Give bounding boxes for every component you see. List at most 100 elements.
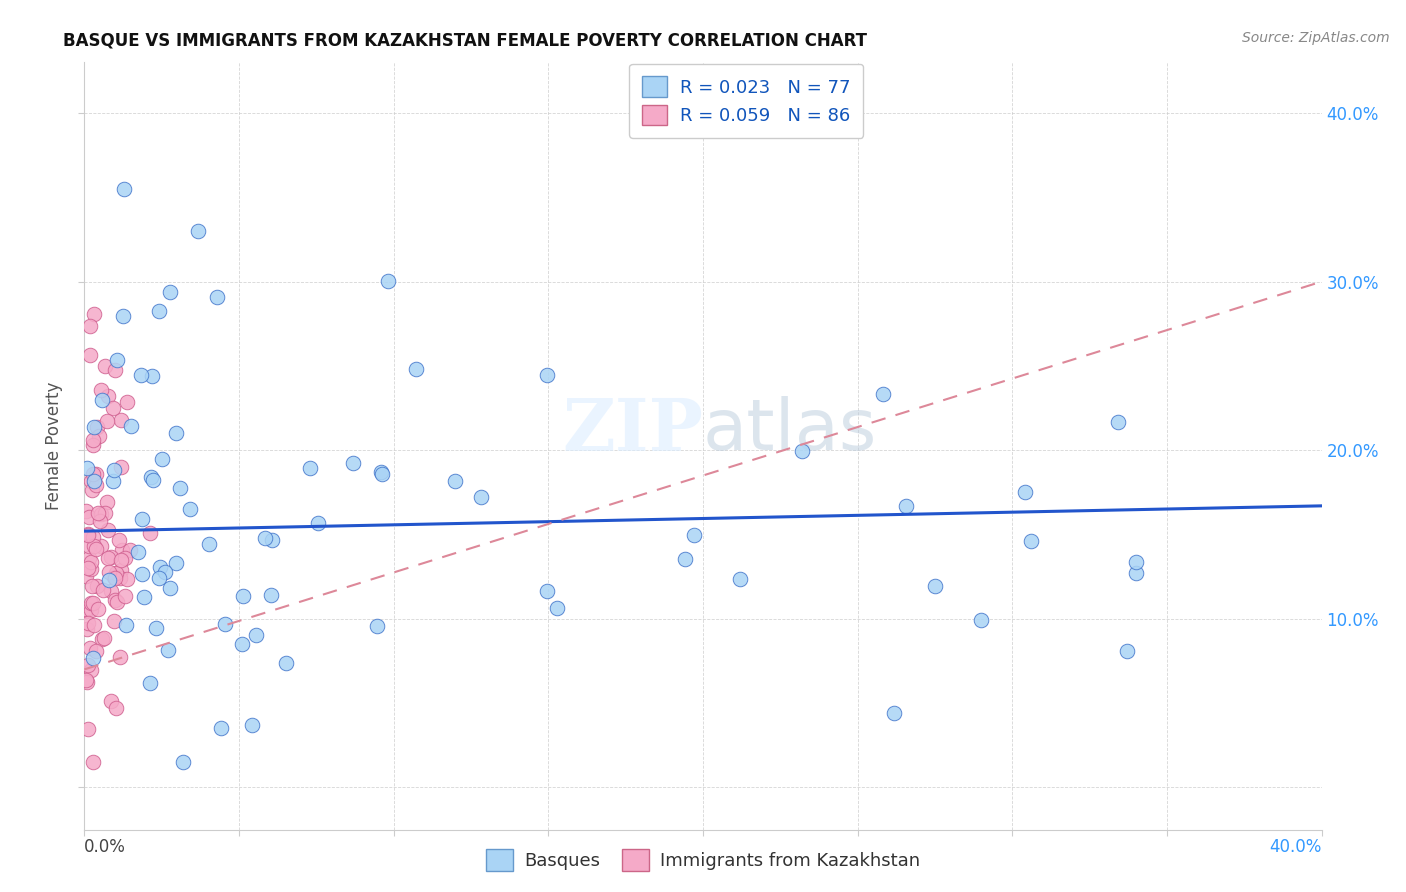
Point xyxy=(80,603,103,617)
Point xyxy=(101,474,124,488)
Y-axis label: Female Poverty: Female Poverty xyxy=(45,382,63,510)
Point xyxy=(100,694,122,708)
Point xyxy=(883,706,905,720)
Point xyxy=(232,589,254,603)
Point xyxy=(104,571,127,585)
Text: 40.0%: 40.0% xyxy=(1270,838,1322,856)
Point xyxy=(120,418,142,433)
Point xyxy=(108,571,131,585)
Point xyxy=(673,552,696,566)
Point xyxy=(90,384,112,398)
Point xyxy=(139,526,162,541)
Point xyxy=(970,613,993,627)
Point xyxy=(1014,485,1036,500)
Point xyxy=(110,562,132,576)
Point xyxy=(145,621,167,635)
Point xyxy=(83,617,105,632)
Point xyxy=(131,512,153,526)
Point xyxy=(84,467,107,482)
Point xyxy=(82,756,104,770)
Point xyxy=(96,495,118,509)
Point xyxy=(80,579,103,593)
Point xyxy=(96,414,118,428)
Point xyxy=(148,304,170,318)
Point xyxy=(1125,555,1147,569)
Point xyxy=(98,573,121,587)
Point xyxy=(231,637,253,651)
Point xyxy=(75,569,97,583)
Point xyxy=(86,419,108,434)
Point xyxy=(80,663,103,677)
Point xyxy=(187,224,209,238)
Point xyxy=(76,461,98,475)
Point xyxy=(84,643,107,657)
Point xyxy=(298,461,321,475)
Point xyxy=(87,429,110,443)
Point xyxy=(682,528,704,542)
Point xyxy=(75,604,97,618)
Point xyxy=(115,617,138,632)
Point xyxy=(103,401,125,415)
Point xyxy=(100,583,122,598)
Point xyxy=(75,601,97,615)
Point xyxy=(104,363,127,377)
Point xyxy=(77,540,100,554)
Point xyxy=(84,478,107,492)
Point xyxy=(165,556,187,570)
Point xyxy=(82,433,104,447)
Point xyxy=(307,516,329,530)
Point xyxy=(790,443,813,458)
Point xyxy=(108,649,131,664)
Point xyxy=(93,359,115,374)
Point xyxy=(214,616,236,631)
Point xyxy=(97,524,120,538)
Point xyxy=(198,537,221,551)
Point xyxy=(77,528,100,542)
Point xyxy=(98,565,121,579)
Text: ZIP: ZIP xyxy=(562,395,703,467)
Point xyxy=(115,573,138,587)
Point xyxy=(366,619,388,633)
Point xyxy=(82,530,104,544)
Point xyxy=(80,483,103,497)
Point xyxy=(150,452,173,467)
Point xyxy=(260,533,283,547)
Point xyxy=(83,474,105,488)
Point xyxy=(86,579,108,593)
Point xyxy=(129,368,152,383)
Point xyxy=(108,533,131,547)
Point xyxy=(165,425,187,440)
Point xyxy=(91,583,114,598)
Point xyxy=(104,593,127,607)
Point xyxy=(172,755,194,769)
Point xyxy=(77,551,100,566)
Point xyxy=(209,721,232,735)
Point xyxy=(118,543,141,558)
Legend: R = 0.023   N = 77, R = 0.059   N = 86: R = 0.023 N = 77, R = 0.059 N = 86 xyxy=(630,64,863,138)
Point xyxy=(93,507,115,521)
Point xyxy=(76,527,98,541)
Point xyxy=(77,509,100,524)
Point xyxy=(77,616,100,631)
Point xyxy=(96,388,118,402)
Point xyxy=(371,467,394,481)
Point xyxy=(114,589,136,603)
Point xyxy=(148,571,170,585)
Text: atlas: atlas xyxy=(703,396,877,465)
Point xyxy=(80,596,103,610)
Point xyxy=(112,310,135,324)
Legend: Basques, Immigrants from Kazakhstan: Basques, Immigrants from Kazakhstan xyxy=(479,842,927,879)
Point xyxy=(205,290,228,304)
Point xyxy=(142,473,165,487)
Point xyxy=(377,274,399,288)
Point xyxy=(536,368,558,383)
Point xyxy=(260,588,283,602)
Point xyxy=(80,474,103,488)
Point xyxy=(79,641,101,656)
Point xyxy=(75,673,97,687)
Point xyxy=(90,539,112,553)
Point xyxy=(83,539,105,553)
Point xyxy=(924,579,946,593)
Point xyxy=(82,596,104,610)
Point xyxy=(103,463,125,477)
